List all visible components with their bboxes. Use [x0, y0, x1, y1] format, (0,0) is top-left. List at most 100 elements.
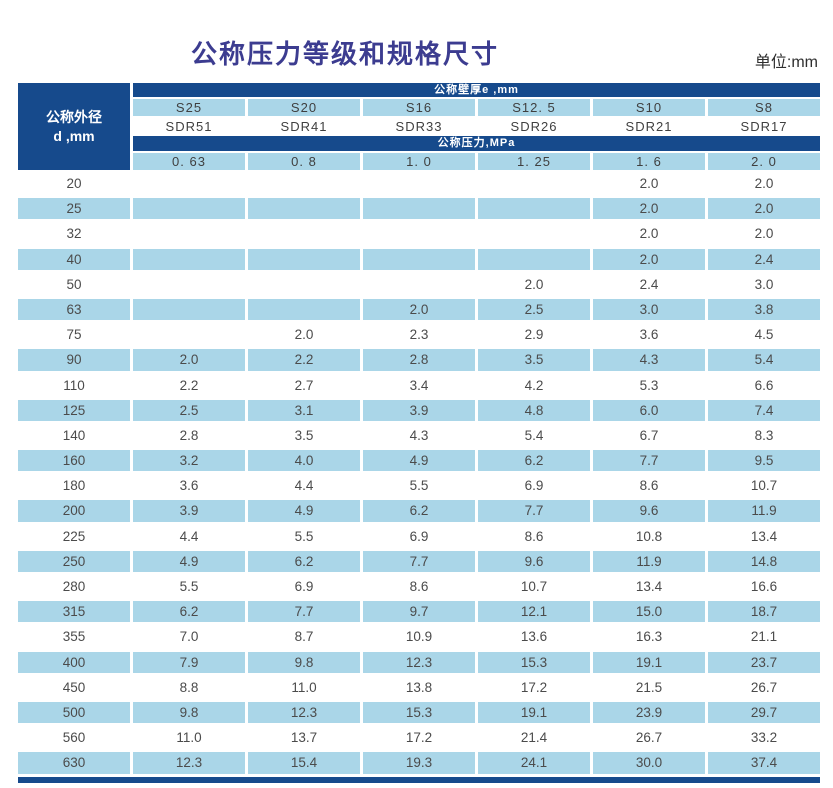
wall-thickness-cell — [133, 298, 245, 321]
table-row-d200: 200 3.9 4.9 6.2 7.7 9.6 11.9 — [18, 498, 820, 523]
wall-thickness-cell — [248, 198, 360, 220]
row-header-line1: 公称外径 — [46, 108, 102, 125]
wall-thickness-cell — [133, 324, 245, 346]
wall-thickness-cell: 2.3 — [363, 324, 475, 346]
wall-thickness-cell: 4.9 — [248, 500, 360, 522]
wall-thickness-cell: 5.3 — [593, 374, 705, 396]
wall-thickness-cell — [248, 173, 360, 195]
wall-thickness-cell: 6.9 — [363, 525, 475, 547]
wall-thickness-cell: 9.8 — [248, 651, 360, 673]
wall-thickness-cell: 15.3 — [478, 651, 590, 673]
diameter-cell: 125 — [18, 399, 130, 421]
wall-thickness-cell: 10.7 — [708, 475, 820, 497]
wall-thickness-cell: 24.1 — [478, 752, 590, 774]
wall-thickness-cell: 2.0 — [708, 223, 820, 245]
diameter-cell: 560 — [18, 727, 130, 749]
s-class-header-2: S16 — [363, 99, 475, 116]
diameter-cell: 110 — [18, 374, 130, 396]
wall-thickness-cell: 3.5 — [248, 424, 360, 447]
sdr-class-header-1: SDR41 — [248, 118, 360, 135]
table-row-d400: 400 7.9 9.8 12.3 15.3 19.1 23.7 — [18, 650, 820, 675]
wall-thickness-cell — [248, 223, 360, 245]
table-row-d160: 160 3.2 4.0 4.9 6.2 7.7 9.5 — [18, 448, 820, 473]
wall-thickness-cell: 30.0 — [593, 752, 705, 774]
wall-thickness-cell — [363, 223, 475, 245]
wall-thickness-cell: 17.2 — [478, 676, 590, 698]
wall-thickness-cell: 13.7 — [248, 727, 360, 749]
row-header-cell: 公称外径 d ,mm — [18, 83, 130, 170]
wall-thickness-cell: 2.0 — [593, 198, 705, 220]
wall-thickness-cell: 4.2 — [478, 374, 590, 396]
page-title: 公称压力等级和规格尺寸 — [190, 39, 499, 69]
diameter-cell: 25 — [18, 198, 130, 220]
wall-thickness-cell: 3.6 — [593, 324, 705, 346]
wall-thickness-cell: 15.0 — [593, 601, 705, 623]
wall-thickness-cell: 2.0 — [363, 298, 475, 321]
wall-thickness-cell: 26.7 — [593, 727, 705, 749]
wall-thickness-cell: 8.3 — [708, 424, 820, 447]
diameter-cell: 140 — [18, 424, 130, 447]
sdr-class-header-5: SDR17 — [708, 118, 820, 135]
wall-thickness-cell: 11.9 — [593, 550, 705, 573]
wall-thickness-cell: 3.4 — [363, 374, 475, 396]
table-row-d225: 225 4.4 5.5 6.9 8.6 10.8 13.4 — [18, 524, 820, 549]
wall-thickness-cell: 3.8 — [708, 298, 820, 321]
table-bottom-rule — [18, 776, 820, 783]
wall-thickness-cell: 7.7 — [478, 500, 590, 522]
wall-thickness-cell: 16.6 — [708, 576, 820, 598]
wall-thickness-cell: 6.0 — [593, 399, 705, 421]
wall-thickness-cell — [133, 223, 245, 245]
table-row-d90: 90 2.0 2.2 2.8 3.5 4.3 5.4 — [18, 347, 820, 372]
wall-thickness-cell: 9.6 — [478, 550, 590, 573]
unit-label: 单位:mm — [754, 54, 818, 71]
s-class-header-1: S20 — [248, 99, 360, 116]
wall-thickness-cell: 5.5 — [133, 576, 245, 598]
wall-thickness-cell: 17.2 — [363, 727, 475, 749]
wall-thickness-cell: 9.8 — [133, 701, 245, 724]
wall-thickness-cell: 19.3 — [363, 752, 475, 774]
sdr-class-header-2: SDR33 — [363, 118, 475, 135]
wall-thickness-cell — [133, 273, 245, 295]
sdr-class-header-3: SDR26 — [478, 118, 590, 135]
table-row-d250: 250 4.9 6.2 7.7 9.6 11.9 14.8 — [18, 549, 820, 574]
table-row-d75: 75 2.0 2.3 2.9 3.6 4.5 — [18, 322, 820, 347]
table-header: 公称外径 d ,mm 公称壁厚e ,mm S25 S20 S16 S12. 5 S10 S… — [18, 83, 820, 170]
wall-thickness-cell: 4.4 — [133, 525, 245, 547]
wall-thickness-cell: 2.8 — [133, 424, 245, 447]
wall-thickness-cell — [133, 198, 245, 220]
wall-thickness-cell: 4.8 — [478, 399, 590, 421]
table-row-d630: 630 12.3 15.4 19.3 24.1 30.0 37.4 — [18, 750, 820, 775]
row-header-line2: d ,mm — [53, 127, 95, 144]
wall-thickness-cell — [133, 248, 245, 270]
wall-thickness-cell: 3.5 — [478, 349, 590, 371]
wall-thickness-cell: 2.0 — [708, 198, 820, 220]
wall-thickness-cell: 12.1 — [478, 601, 590, 623]
wall-thickness-cell — [363, 198, 475, 220]
wall-thickness-cell: 3.2 — [133, 450, 245, 472]
wall-thickness-cell — [478, 248, 590, 270]
table-row-d355: 355 7.0 8.7 10.9 13.6 16.3 21.1 — [18, 624, 820, 649]
wall-thickness-cell: 7.0 — [133, 626, 245, 648]
wall-thickness-cell: 4.0 — [248, 450, 360, 472]
wall-thickness-cell: 12.3 — [248, 701, 360, 724]
s-series-row: S25 S20 S16 S12. 5 S10 S8 — [133, 99, 820, 116]
diameter-cell: 90 — [18, 349, 130, 371]
wall-thickness-cell: 7.7 — [248, 601, 360, 623]
wall-thickness-cell: 18.7 — [708, 601, 820, 623]
wall-thickness-cell: 2.0 — [248, 324, 360, 346]
wall-thickness-cell: 7.7 — [593, 450, 705, 472]
wall-thickness-band: 公称壁厚e ,mm — [133, 83, 820, 97]
diameter-cell: 400 — [18, 651, 130, 673]
wall-thickness-cell: 2.5 — [478, 298, 590, 321]
wall-thickness-cell: 3.9 — [133, 500, 245, 522]
wall-thickness-cell: 9.5 — [708, 450, 820, 472]
wall-thickness-cell: 2.0 — [593, 248, 705, 270]
wall-thickness-cell: 9.6 — [593, 500, 705, 522]
wall-thickness-cell: 8.6 — [593, 475, 705, 497]
pressure-band: 公称压力,MPa — [133, 136, 820, 151]
wall-thickness-cell: 2.8 — [363, 349, 475, 371]
diameter-cell: 630 — [18, 752, 130, 774]
diameter-cell: 40 — [18, 248, 130, 270]
wall-thickness-cell: 12.3 — [363, 651, 475, 673]
wall-thickness-cell: 4.9 — [363, 450, 475, 472]
